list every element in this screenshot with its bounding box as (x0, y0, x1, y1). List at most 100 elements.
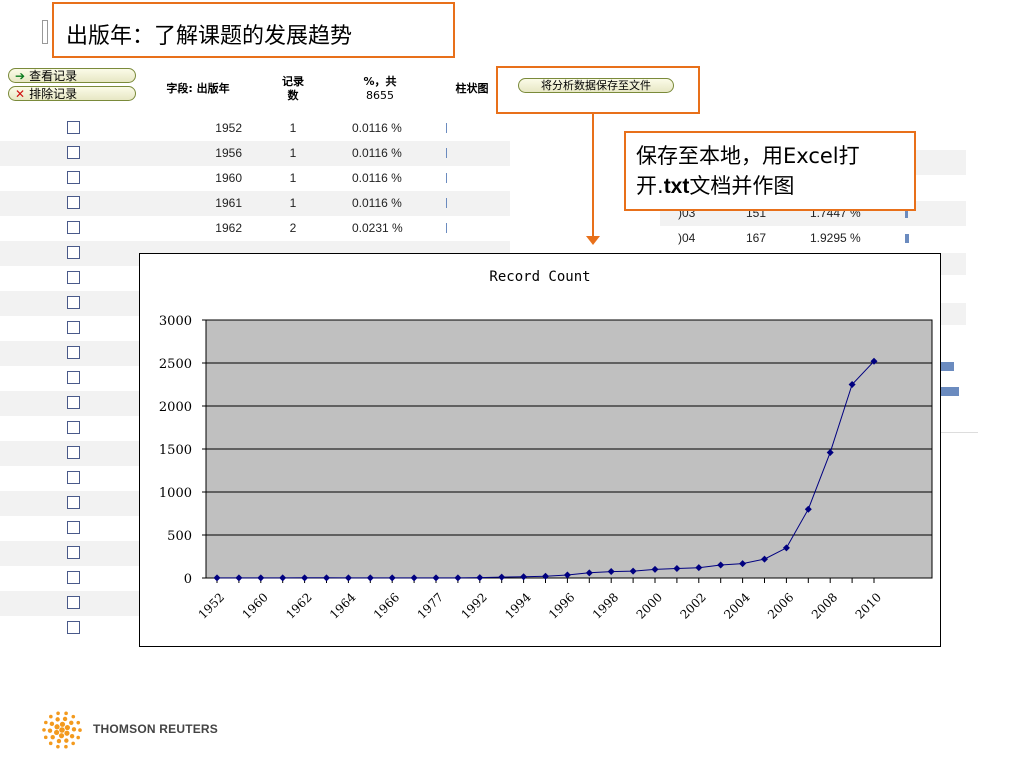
row-checkbox[interactable] (67, 521, 80, 534)
x-tick-label: 2004 (721, 590, 753, 622)
arrow-down-icon (586, 236, 600, 245)
logo-dot (55, 717, 60, 722)
callout-line2: 开.txt文档并作图 (636, 171, 860, 202)
x-tick-label: 1998 (590, 590, 621, 621)
row-checkbox[interactable] (67, 396, 80, 409)
callout-line1: 保存至本地，用Excel打 (636, 144, 860, 168)
header-field: 字段: 出版年 (166, 82, 230, 95)
logo-dot (59, 727, 65, 733)
logo-dot (49, 721, 55, 727)
logo-dot (69, 733, 75, 739)
x-tick-label: 1962 (283, 590, 314, 621)
row-year: 1952 (215, 121, 242, 135)
table-row (0, 266, 510, 291)
title-bullet (42, 20, 48, 44)
x-tick-label: 2002 (677, 590, 708, 621)
logo-dot (48, 741, 53, 746)
view-records-button[interactable]: ➔ 查看记录 (8, 68, 136, 83)
row-checkbox[interactable] (67, 221, 80, 234)
header-pct: %，共 8655 (350, 75, 410, 103)
row-bar (446, 148, 447, 158)
row-count: 1 (289, 146, 297, 160)
y-tick-label: 500 (167, 529, 192, 544)
right-row-bar (940, 362, 954, 371)
data-point (804, 505, 812, 513)
data-point (344, 574, 352, 582)
row-checkbox[interactable] (67, 496, 80, 509)
row-checkbox[interactable] (67, 371, 80, 384)
row-percent: 0.0116 % (352, 196, 402, 210)
data-point (826, 448, 834, 456)
row-checkbox[interactable] (67, 196, 80, 209)
callout-box: 保存至本地，用Excel打 开.txt文档并作图 (624, 131, 916, 211)
data-point (651, 565, 659, 573)
row-percent: 0.0116 % (352, 146, 402, 160)
table-row (0, 516, 510, 541)
row-checkbox[interactable] (67, 546, 80, 559)
data-point (257, 574, 265, 582)
logo-dot (56, 711, 60, 716)
right-row-year: )04 (678, 231, 696, 245)
data-point (388, 574, 396, 582)
x-tick-label: 2010 (853, 590, 884, 621)
header-pct-line1: %，共 (363, 75, 397, 88)
x-tick-label: 1966 (371, 590, 402, 621)
row-checkbox[interactable] (67, 171, 80, 184)
logo-dot (64, 730, 70, 736)
row-checkbox[interactable] (67, 321, 80, 334)
row-checkbox[interactable] (67, 246, 80, 259)
x-tick-label: 2008 (809, 590, 840, 621)
logo-dot (43, 735, 48, 740)
data-point (520, 573, 528, 581)
data-point (585, 569, 593, 577)
x-tick-label: 1996 (546, 590, 577, 621)
row-checkbox[interactable] (67, 596, 80, 609)
logo-text: THOMSON REUTERS (93, 722, 219, 736)
row-count: 1 (289, 171, 297, 185)
right-row-bar (905, 234, 909, 243)
row-checkbox[interactable] (67, 621, 80, 634)
row-checkbox[interactable] (67, 446, 80, 459)
table-row: 1962 2 0.0231 % (0, 216, 510, 241)
row-bar (446, 198, 447, 208)
row-checkbox[interactable] (67, 296, 80, 309)
logo-dot (64, 711, 68, 716)
data-point (432, 574, 440, 582)
data-point (301, 574, 309, 582)
row-year: 1960 (215, 171, 242, 185)
logo-dot (71, 727, 77, 732)
y-tick-label: 2500 (159, 357, 192, 372)
row-checkbox[interactable] (67, 271, 80, 284)
table-row (0, 466, 510, 491)
row-checkbox[interactable] (67, 471, 80, 484)
row-year: 1956 (215, 146, 242, 160)
right-row-count: 167 (746, 231, 767, 245)
save-to-file-button[interactable]: 将分析数据保存至文件 (518, 78, 674, 93)
data-point (498, 573, 506, 581)
row-percent: 0.0116 % (352, 171, 402, 185)
logo-dot (78, 728, 82, 732)
data-point (235, 574, 243, 582)
row-checkbox[interactable] (67, 571, 80, 584)
data-point (279, 574, 287, 582)
x-tick-label: 2000 (634, 590, 665, 621)
logo-dot (64, 744, 68, 749)
table-row (0, 316, 510, 341)
chart-svg: Record Count 0 500 1000 1500 2000 2500 3000 1952… (159, 269, 933, 622)
title-box: 出版年：了解课题的发展趋势 (52, 2, 455, 58)
callout-line2-bold: txt (663, 175, 690, 198)
logo-dot (42, 728, 46, 732)
row-checkbox[interactable] (67, 421, 80, 434)
data-point (673, 565, 681, 573)
thomson-reuters-logo (42, 711, 82, 749)
y-tick-label: 1500 (159, 443, 192, 458)
right-row-bar (905, 209, 908, 218)
page-title: 出版年：了解课题的发展趋势 (66, 24, 353, 49)
row-checkbox[interactable] (67, 121, 80, 134)
row-checkbox[interactable] (67, 146, 80, 159)
header-pct-line2: 8655 (366, 89, 394, 102)
table-row: 1961 1 0.0116 % (0, 191, 510, 216)
data-point (629, 567, 637, 575)
row-checkbox[interactable] (67, 346, 80, 359)
exclude-records-button[interactable]: ✕ 排除记录 (8, 86, 136, 101)
